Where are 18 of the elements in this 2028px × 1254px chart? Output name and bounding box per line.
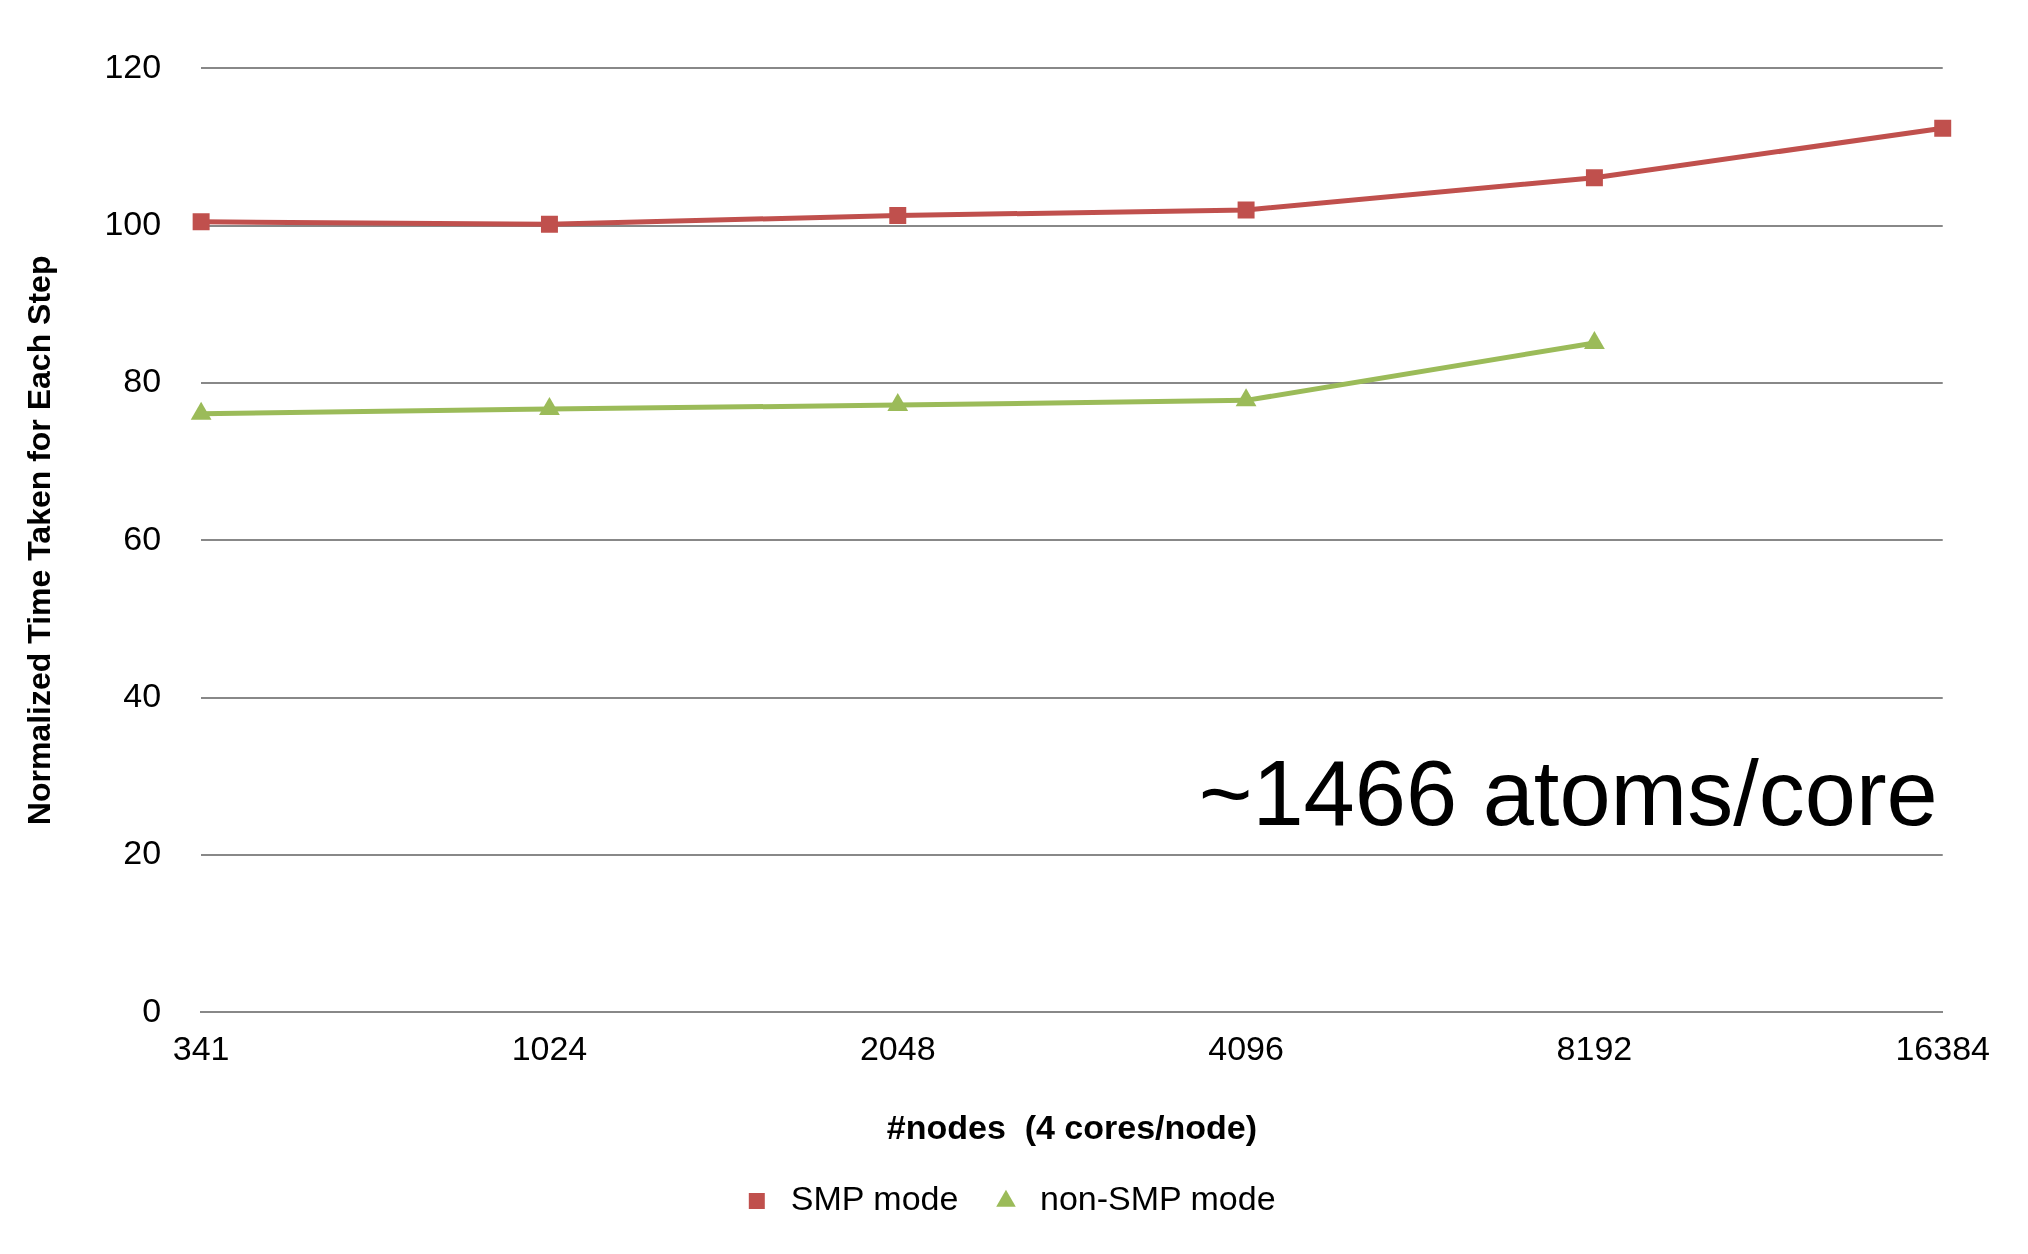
x-tick-label: 2048 [859, 1029, 936, 1068]
y-tick-label: 80 [123, 361, 162, 400]
x-tick-label: 8192 [1556, 1029, 1633, 1068]
annotation: ~1466 atoms/core [1198, 742, 1938, 845]
legend-label: SMP mode [790, 1179, 959, 1218]
y-axis-title: Normalized Time Taken for Each Step [21, 255, 58, 826]
x-tick-label: 1024 [511, 1029, 588, 1068]
x-tick-label: 341 [172, 1029, 230, 1068]
y-tick-label: 20 [123, 833, 162, 872]
y-tick-label: 0 [142, 990, 162, 1029]
y-tick-label: 120 [104, 46, 162, 85]
x-tick-label: 4096 [1208, 1029, 1284, 1068]
x-axis-title: #nodes (4 cores/node) [886, 1107, 1258, 1146]
legend-label: non-SMP mode [1039, 1179, 1276, 1218]
y-tick-label: 60 [123, 518, 162, 557]
y-tick-label: 100 [104, 204, 162, 243]
x-tick-label: 16384 [1895, 1029, 1990, 1068]
y-tick-label: 40 [123, 676, 162, 715]
